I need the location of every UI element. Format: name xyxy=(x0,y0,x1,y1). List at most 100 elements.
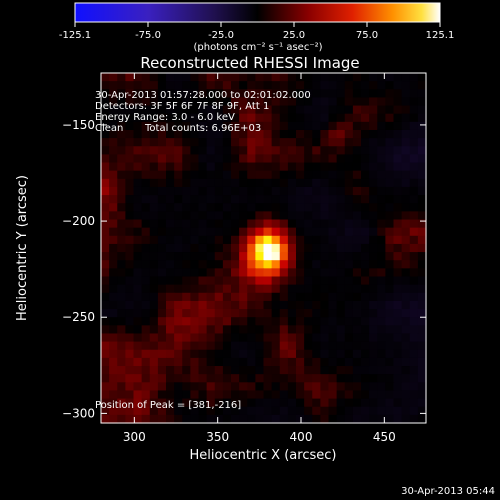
heatmap-cell xyxy=(109,211,118,221)
heatmap-cell xyxy=(401,382,411,392)
heatmap-cell xyxy=(279,162,289,172)
heatmap-cell xyxy=(239,73,248,82)
heatmap-cell xyxy=(263,73,273,82)
heatmap-cell xyxy=(369,203,378,212)
heatmap-cell xyxy=(206,219,216,229)
heatmap-cell xyxy=(133,203,143,212)
heatmap-cell xyxy=(279,284,289,294)
heatmap-cell xyxy=(109,227,118,237)
heatmap-cell xyxy=(344,284,354,294)
heatmap-cell xyxy=(296,284,305,294)
heatmap-cell xyxy=(417,414,427,424)
heatmap-cell xyxy=(125,366,135,375)
heatmap-cell xyxy=(133,268,143,278)
heatmap-cell xyxy=(101,121,110,131)
heatmap-cell xyxy=(361,252,370,261)
heatmap-cell xyxy=(166,317,175,326)
heatmap-cell xyxy=(385,260,395,269)
heatmap-cell xyxy=(157,113,167,123)
heatmap-cell xyxy=(393,162,403,172)
heatmap-cell xyxy=(320,227,330,237)
heatmap-cell xyxy=(125,97,135,107)
heatmap-cell xyxy=(409,121,419,131)
heatmap-cell xyxy=(125,276,135,286)
heatmap-cell xyxy=(255,73,265,82)
heatmap-cell xyxy=(287,366,297,375)
heatmap-cell xyxy=(409,309,419,318)
heatmap-cell xyxy=(328,235,338,245)
heatmap-cell xyxy=(231,374,240,383)
heatmap-cell xyxy=(117,129,126,139)
heatmap-cell xyxy=(336,300,346,310)
heatmap-cell xyxy=(239,138,248,147)
heatmap-cell xyxy=(296,203,305,212)
heatmap-cell xyxy=(271,366,281,375)
heatmap-cell xyxy=(344,211,354,221)
heatmap-cell xyxy=(125,89,135,99)
annotation-energy-range: Energy Range: 3.0 - 6.0 keV xyxy=(95,112,235,123)
heatmap-cell xyxy=(287,129,297,139)
heatmap-cell xyxy=(401,333,411,343)
heatmap-cell xyxy=(117,243,126,253)
heatmap-cell xyxy=(166,366,175,375)
heatmap-cell xyxy=(304,219,313,229)
heatmap-cell xyxy=(141,325,151,335)
x-axis-label: Heliocentric X (arcsec) xyxy=(190,448,337,463)
heatmap-cell xyxy=(352,219,362,229)
heatmap-cell xyxy=(247,292,256,302)
heatmap-cell xyxy=(304,374,313,383)
heatmap-cell xyxy=(320,357,330,367)
heatmap-cell xyxy=(263,113,273,123)
heatmap-cell xyxy=(409,325,419,335)
heatmap-cell xyxy=(117,382,126,392)
heatmap-cell xyxy=(336,219,346,229)
heatmap-cell xyxy=(361,203,370,212)
heatmap-cell xyxy=(296,89,305,99)
heatmap-cell xyxy=(247,406,256,416)
heatmap-cell xyxy=(239,357,248,367)
heatmap-cell xyxy=(312,211,321,221)
heatmap-cell xyxy=(377,325,386,335)
heatmap-cell xyxy=(369,97,378,107)
heatmap-cell xyxy=(385,154,395,164)
heatmap-cell xyxy=(109,349,118,359)
heatmap-cell xyxy=(279,382,289,392)
heatmap-cell xyxy=(304,235,313,245)
heatmap-cell xyxy=(377,252,386,261)
heatmap-cell xyxy=(117,162,126,172)
heatmap-cell xyxy=(393,146,403,155)
heatmap-cell xyxy=(279,366,289,375)
heatmap-cell xyxy=(296,268,305,278)
heatmap-cell xyxy=(101,406,110,416)
heatmap-cell xyxy=(247,325,256,335)
heatmap-cell xyxy=(190,178,200,188)
heatmap-cell xyxy=(149,203,159,212)
heatmap-cell xyxy=(409,406,419,416)
heatmap-cell xyxy=(214,366,224,375)
heatmap-cell xyxy=(117,138,126,147)
heatmap-cell xyxy=(304,227,313,237)
heatmap-cell xyxy=(263,195,273,204)
heatmap-cell xyxy=(141,186,151,196)
heatmap-cell xyxy=(214,178,224,188)
heatmap-cell xyxy=(320,81,330,90)
heatmap-cell xyxy=(239,276,248,286)
heatmap-cell xyxy=(296,129,305,139)
heatmap-cell xyxy=(369,309,378,318)
heatmap-cell xyxy=(141,113,151,123)
heatmap-cell xyxy=(304,73,313,82)
heatmap-cell xyxy=(361,268,370,278)
heatmap-cell xyxy=(133,382,143,392)
heatmap-cell xyxy=(263,382,273,392)
heatmap-cell xyxy=(352,382,362,392)
heatmap-image xyxy=(101,73,427,424)
heatmap-cell xyxy=(369,235,378,245)
heatmap-cell xyxy=(239,170,248,180)
heatmap-cell xyxy=(141,341,151,351)
heatmap-cell xyxy=(361,121,370,131)
heatmap-cell xyxy=(263,333,273,343)
heatmap-cell xyxy=(166,268,175,278)
heatmap-cell xyxy=(361,73,370,82)
heatmap-cell xyxy=(149,374,159,383)
heatmap-cell xyxy=(182,414,191,424)
